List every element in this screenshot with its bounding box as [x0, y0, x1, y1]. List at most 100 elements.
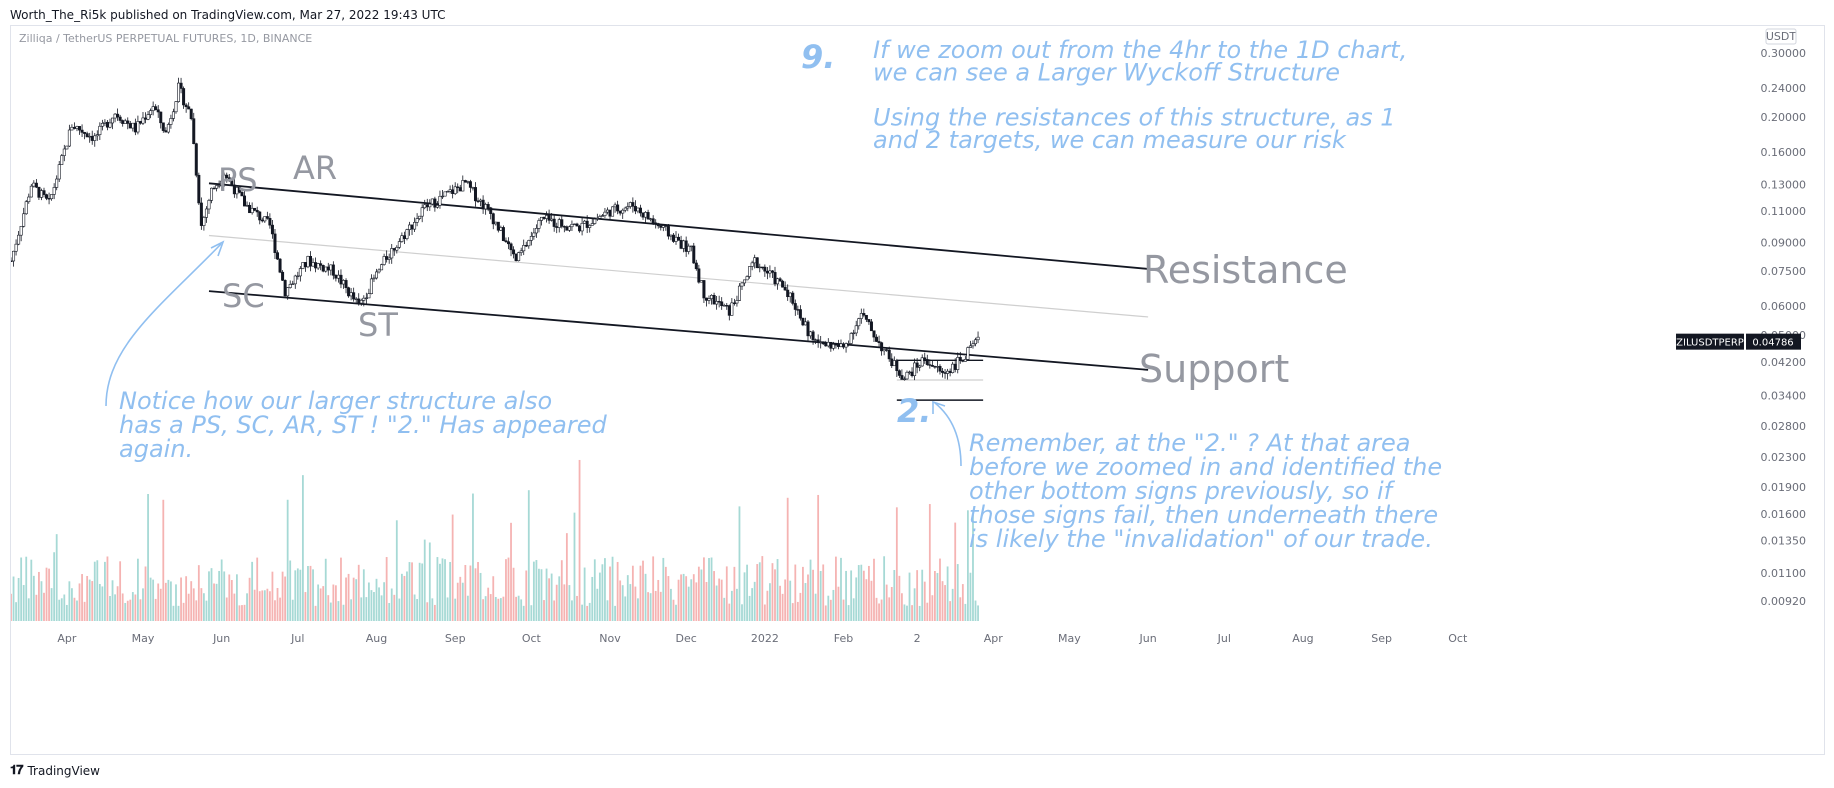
volume-bar: [505, 559, 507, 621]
candle-body: [773, 272, 777, 285]
time-tick-label: Feb: [834, 632, 853, 645]
candle-body: [636, 207, 640, 212]
candle-body: [121, 120, 125, 124]
candle-body: [67, 129, 71, 147]
candle-body: [407, 224, 411, 230]
candle-body: [154, 106, 158, 111]
volume-bar: [400, 573, 403, 621]
candle-body: [857, 318, 861, 327]
volume-bar: [609, 566, 611, 621]
volume-bar: [152, 579, 155, 621]
volume-bar: [484, 596, 487, 621]
volume-bar: [380, 595, 383, 621]
trendline-midline: [208, 234, 1149, 318]
candle-body: [352, 292, 356, 300]
candle-body: [88, 135, 92, 138]
candle-body: [791, 292, 795, 304]
candle-body: [484, 204, 488, 210]
candle-body: [656, 223, 660, 227]
time-tick-label: May: [132, 632, 155, 645]
right-note-line: other bottom signs previously, so if: [969, 477, 1396, 505]
volume-bar: [197, 565, 200, 621]
candle-body: [364, 297, 368, 300]
candle-body: [971, 343, 975, 347]
candle-body: [144, 117, 148, 120]
candle-body: [276, 252, 280, 260]
volume-bar: [271, 571, 274, 621]
volume-bar: [530, 605, 533, 621]
candle-body: [435, 205, 439, 208]
candle-body: [783, 286, 787, 291]
candle-body: [750, 262, 754, 267]
time-axis[interactable]: 2AprMayJunJulAugSepOctNovDec2022Feb2AprM…: [11, 632, 1468, 645]
volume-bar: [545, 568, 548, 621]
candle-body: [166, 124, 170, 133]
candle-body: [504, 240, 508, 242]
volume-bar: [730, 590, 733, 621]
candle-body: [133, 122, 137, 133]
tradingview-footer[interactable]: 𝟏𝟕 TradingView: [10, 763, 100, 778]
candle-body: [745, 276, 749, 281]
volume-bar: [88, 579, 91, 621]
volume-bar: [342, 604, 345, 621]
volume-bar: [421, 563, 424, 621]
candle-body: [78, 126, 82, 131]
candle-body: [324, 266, 328, 272]
annotation-layer: PS AR SC ST Resistance Support 9. If we zoom ou…: [105, 36, 1442, 553]
candle-body: [212, 187, 216, 190]
candle-body: [466, 181, 470, 183]
candle-body: [887, 349, 891, 360]
volume-bar: [388, 603, 391, 621]
price-tick-label: 0.09000: [1761, 236, 1807, 249]
candle-body: [694, 262, 698, 270]
price-axis[interactable]: 0.30000 0.24000 0.20000 0.16000 0.13000 0.110…: [1676, 28, 1807, 608]
volume-bar: [53, 552, 56, 621]
candle-body: [677, 236, 681, 241]
candle-body: [182, 88, 186, 106]
candle-body: [588, 225, 592, 228]
chart-frame[interactable]: Zilliqa / TetherUS PERPETUAL FUTURES, 1D…: [10, 25, 1825, 755]
candle-body: [778, 278, 782, 282]
price-tick-label: 0.11000: [1761, 205, 1807, 218]
volume-bar: [281, 571, 284, 621]
volume-bar: [360, 597, 363, 621]
candle-body: [331, 264, 335, 276]
volume-bar: [238, 605, 241, 621]
volume-bar: [50, 588, 53, 621]
volume-bar: [446, 597, 449, 621]
candle-body: [298, 268, 302, 277]
volume-bar: [329, 602, 332, 621]
trendline-resistance: [208, 182, 1149, 270]
volume-bar: [659, 591, 662, 621]
candle-body: [105, 121, 109, 128]
volume-bar: [149, 577, 152, 621]
price-tick-label: 0.30000: [1761, 47, 1807, 60]
candle-body: [80, 129, 84, 133]
candle-body: [11, 260, 13, 262]
candle-body: [727, 305, 731, 316]
candle-body: [674, 236, 678, 242]
candle-body: [659, 225, 663, 228]
candle-body: [522, 245, 526, 252]
volume-bar: [895, 507, 898, 621]
volume-bar: [454, 598, 457, 621]
candle-body: [646, 212, 650, 220]
candle-body: [946, 370, 950, 374]
chart-canvas[interactable]: Zilliqa / TetherUS PERPETUAL FUTURES, 1D…: [11, 26, 1824, 754]
volume-bar: [71, 588, 73, 621]
volume-bar: [137, 558, 139, 621]
candle-body: [699, 280, 703, 283]
volume-bar: [96, 560, 99, 621]
volume-bar: [751, 588, 754, 621]
candle-body: [494, 221, 498, 225]
candle-body: [260, 219, 264, 222]
volume-bar: [479, 572, 482, 621]
candle-body: [243, 195, 247, 207]
candle-body: [935, 366, 939, 368]
candle-body: [532, 232, 536, 237]
volume-bar: [883, 556, 886, 621]
candle-body: [443, 191, 447, 197]
candle-body: [288, 284, 292, 288]
volume-bar: [672, 599, 675, 621]
volume-bar: [710, 557, 713, 621]
